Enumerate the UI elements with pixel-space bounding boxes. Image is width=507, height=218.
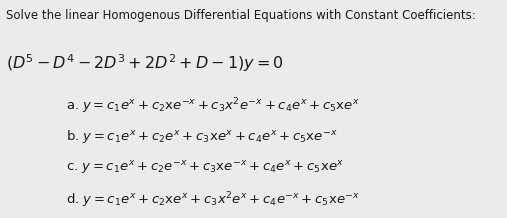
Text: c. $y = c_1e^x + c_2e^{-x} + c_3\mathrm{x}e^{-x} + c_4e^x + c_5\mathrm{x}e^x$: c. $y = c_1e^x + c_2e^{-x} + c_3\mathrm{… (66, 159, 344, 176)
Text: b. $y = c_1e^x + c_2e^x + c_3\mathrm{x}e^x + c_4e^x + c_5\mathrm{x}e^{-x}$: b. $y = c_1e^x + c_2e^x + c_3\mathrm{x}e… (66, 128, 338, 145)
Text: Solve the linear Homogenous Differential Equations with Constant Coefficients:: Solve the linear Homogenous Differential… (6, 9, 476, 22)
Text: a. $y = c_1e^x + c_2\mathrm{x}e^{-x} + c_3x^2e^{-x} + c_4e^x + c_5\mathrm{x}e^x$: a. $y = c_1e^x + c_2\mathrm{x}e^{-x} + c… (66, 96, 359, 116)
Text: $\left(D^5 - D^4 - 2D^3 + 2D^2 + D - 1\right)y = 0$: $\left(D^5 - D^4 - 2D^3 + 2D^2 + D - 1\r… (6, 52, 284, 74)
Text: d. $y = c_1e^x + c_2\mathrm{x}e^x + c_3x^2e^x + c_4e^{-x} + c_5\mathrm{x}e^{-x}$: d. $y = c_1e^x + c_2\mathrm{x}e^x + c_3x… (66, 191, 360, 210)
